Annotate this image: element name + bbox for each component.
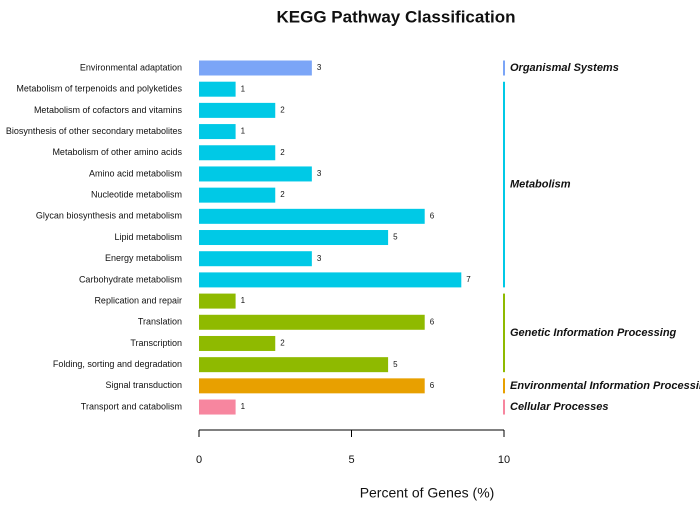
category-label: Glycan biosynthesis and metabolism	[36, 211, 182, 221]
count-label: 7	[466, 275, 471, 284]
count-label: 2	[280, 148, 285, 157]
category-label: Biosynthesis of other secondary metaboli…	[6, 126, 183, 136]
x-tick-label: 10	[498, 454, 510, 466]
group-label: Environmental Information Processing	[510, 380, 700, 392]
count-label: 6	[430, 211, 435, 220]
category-label: Amino acid metabolism	[89, 168, 182, 178]
count-label: 1	[241, 84, 246, 93]
x-axis-label: Percent of Genes (%)	[360, 485, 495, 501]
category-label: Signal transduction	[105, 380, 182, 390]
count-label: 3	[317, 63, 322, 72]
category-label: Energy metabolism	[105, 253, 182, 263]
count-label: 3	[317, 169, 322, 178]
x-tick-label: 5	[348, 454, 354, 466]
bar	[199, 60, 312, 76]
bar	[199, 102, 276, 118]
count-label: 1	[241, 402, 246, 411]
group-label: Genetic Information Processing	[510, 327, 677, 339]
category-label: Transcription	[130, 338, 182, 348]
category-label: Metabolism of terpenoids and polyketides	[16, 84, 182, 94]
bar	[199, 378, 425, 394]
bar	[199, 335, 276, 351]
bar	[199, 314, 425, 330]
bar	[199, 357, 389, 373]
bar	[199, 81, 236, 97]
bar	[199, 293, 236, 309]
group-label: Organismal Systems	[510, 62, 619, 74]
count-label: 2	[280, 105, 285, 114]
group-label: Cellular Processes	[510, 401, 608, 413]
x-tick-label: 0	[196, 454, 202, 466]
bar	[199, 272, 462, 288]
bar	[199, 251, 312, 267]
count-label: 1	[241, 296, 246, 305]
category-label: Nucleotide metabolism	[91, 190, 182, 200]
bar	[199, 124, 236, 140]
bar	[199, 230, 389, 246]
count-label: 3	[317, 254, 322, 263]
category-label: Environmental adaptation	[80, 62, 182, 72]
count-label: 6	[430, 317, 435, 326]
category-label: Folding, sorting and degradation	[53, 359, 182, 369]
bar	[199, 145, 276, 161]
count-label: 2	[280, 190, 285, 199]
bar	[199, 187, 276, 203]
category-label: Carbohydrate metabolism	[79, 274, 182, 284]
bar	[199, 208, 425, 224]
chart-title: KEGG Pathway Classification	[276, 7, 515, 26]
category-label: Metabolism of other amino acids	[52, 147, 182, 157]
count-label: 5	[393, 360, 398, 369]
bar	[199, 399, 236, 415]
count-label: 2	[280, 339, 285, 348]
category-label: Translation	[138, 317, 182, 327]
group-label: Metabolism	[510, 178, 571, 190]
category-label: Transport and catabolism	[81, 401, 182, 411]
count-label: 5	[393, 233, 398, 242]
bar	[199, 166, 312, 182]
count-label: 6	[430, 381, 435, 390]
category-label: Replication and repair	[94, 295, 182, 305]
category-label: Lipid metabolism	[114, 232, 182, 242]
category-label: Metabolism of cofactors and vitamins	[34, 105, 183, 115]
count-label: 1	[241, 127, 246, 136]
